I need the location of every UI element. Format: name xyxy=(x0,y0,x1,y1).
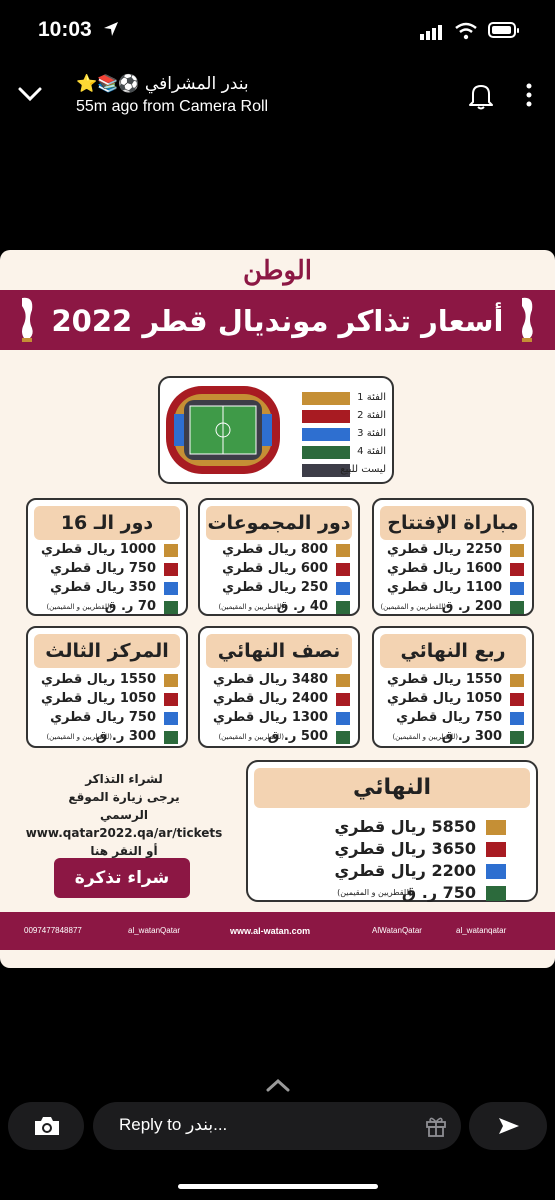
price-cat2: 1600 ريال قطري xyxy=(387,561,502,576)
trophy-icon xyxy=(522,297,533,342)
price-card-semifinal: نصف النهائي 3480 ريال قطري 2400 ريال قطر… xyxy=(198,626,360,748)
card-title: النهائي xyxy=(254,768,530,808)
price-cat1: 1550 ريال قطري xyxy=(387,672,502,687)
price-cat2: 750 ريال قطري xyxy=(50,561,156,576)
home-indicator xyxy=(178,1184,378,1189)
price-cat1: 3480 ريال قطري xyxy=(213,672,328,687)
price-cat4: 750 ر. ق xyxy=(401,883,476,902)
price-cat1: 2250 ريال قطري xyxy=(387,542,502,557)
price-cat1: 800 ريال قطري xyxy=(222,542,328,557)
tickets-url[interactable]: www.qatar2022.qa/ar/tickets xyxy=(25,826,223,840)
reply-input[interactable]: Reply to بندر... xyxy=(93,1102,461,1150)
price-card-final: النهائي 5850 ريال قطري 3650 ريال قطري 22… xyxy=(246,760,538,902)
twitter-handle: al_watanQatar xyxy=(128,926,181,935)
bell-icon[interactable] xyxy=(468,82,494,110)
price-card-third-place: المركز الثالث 1550 ريال قطري 1050 ريال ق… xyxy=(26,626,188,748)
legend-swatch-5 xyxy=(302,464,350,477)
residents-note: (للقطريين و المقيمين) xyxy=(392,733,458,741)
buy-line: يرجى زيارة الموقع xyxy=(68,790,180,804)
card-title: ربع النهائي xyxy=(380,634,526,668)
buy-line: لشراء التذاكر xyxy=(85,772,163,786)
residents-note: (للقطريين و المقيمين) xyxy=(46,733,112,741)
residents-note: (للقطريين و المقيمين) xyxy=(46,603,112,611)
price-cat2: 3650 ريال قطري xyxy=(334,839,476,858)
send-arrow-icon xyxy=(499,1118,519,1134)
price-cat4: 300 ر. ق xyxy=(441,729,502,744)
poster-title: أسعار تذاكر مونديال قطر 2022 xyxy=(51,304,504,338)
story-author-name[interactable]: بندر المشرافي ⚽📚⭐ xyxy=(76,74,249,94)
more-vertical-icon[interactable] xyxy=(524,82,534,108)
website: www.al-watan.com xyxy=(230,926,311,936)
price-cat2: 1050 ريال قطري xyxy=(387,691,502,706)
chevron-down-icon[interactable] xyxy=(16,84,44,104)
residents-note: (للقطريين و المقيمين) xyxy=(218,733,284,741)
gift-icon[interactable] xyxy=(425,1114,447,1138)
buy-instructions: لشراء التذاكر يرجى زيارة الموقع الرسمي w… xyxy=(20,770,228,860)
price-cat3: 250 ريال قطري xyxy=(222,580,328,595)
buy-ticket-button[interactable]: شراء تذكرة xyxy=(54,858,190,898)
story-timestamp: 55m ago from Camera Roll xyxy=(76,98,269,115)
camera-icon xyxy=(35,1117,59,1135)
price-card-groups: دور المجموعات 800 ريال قطري 600 ريال قطر… xyxy=(198,498,360,616)
card-title: دور الـ 16 xyxy=(34,506,180,540)
send-button[interactable] xyxy=(469,1102,547,1150)
legend-label: ليست للبيع xyxy=(340,464,386,475)
price-cat3: 750 ريال قطري xyxy=(50,710,156,725)
price-cat1: 1550 ريال قطري xyxy=(41,672,156,687)
cellular-signal-icon xyxy=(420,25,442,40)
price-cat4: 200 ر. ق xyxy=(441,599,502,614)
trophy-icon xyxy=(22,297,33,342)
instagram-handle: al_watanqatar xyxy=(456,926,507,935)
legend-label: الفئة 4 xyxy=(357,446,386,457)
price-card-opening: مباراة الإفتتاح 2250 ريال قطري 1600 ريال… xyxy=(372,498,534,616)
buy-line: أو النقر هنا xyxy=(90,844,158,858)
stadium-map xyxy=(166,386,280,474)
price-cat2: 600 ريال قطري xyxy=(222,561,328,576)
legend-swatch-4 xyxy=(302,446,350,459)
status-time: 10:03 xyxy=(38,18,92,41)
price-cat4: 500 ر. ق xyxy=(267,729,328,744)
card-title: المركز الثالث xyxy=(34,634,180,668)
title-banner xyxy=(0,290,555,350)
price-cat2: 1050 ريال قطري xyxy=(41,691,156,706)
price-cat3: 1100 ريال قطري xyxy=(387,580,502,595)
card-title: نصف النهائي xyxy=(206,634,352,668)
story-image: الوطن أسعار تذاكر مونديال قطر 2022 الفئة… xyxy=(0,250,555,968)
residents-note: (للقطريين و المقيمين) xyxy=(218,603,284,611)
reply-placeholder: Reply to بندر... xyxy=(119,1115,228,1134)
legend-swatch-1 xyxy=(302,392,350,405)
card-title: دور المجموعات xyxy=(206,506,352,540)
price-cat3: 350 ريال قطري xyxy=(50,580,156,595)
price-cat4: 300 ر. ق xyxy=(95,729,156,744)
legend-label: الفئة 2 xyxy=(357,410,386,421)
legend-label: الفئة 1 xyxy=(357,392,386,403)
card-title: مباراة الإفتتاح xyxy=(380,506,526,540)
poster-footer: 0097477848877 al_watanQatar www.al-watan… xyxy=(0,912,555,950)
price-card-round16: دور الـ 16 1000 ريال قطري 750 ريال قطري … xyxy=(26,498,188,616)
battery-icon xyxy=(488,22,519,38)
stadium-legend-box: الفئة 1 الفئة 2 الفئة 3 الفئة 4 ليست للب… xyxy=(158,376,394,484)
chevron-up-icon[interactable] xyxy=(264,1078,292,1092)
legend-swatch-2 xyxy=(302,410,350,423)
price-cat1: 5850 ريال قطري xyxy=(334,817,476,836)
wifi-icon xyxy=(455,22,477,40)
phone-number: 0097477848877 xyxy=(24,926,82,935)
newspaper-logo: الوطن xyxy=(242,256,313,286)
facebook-handle: AlWatanQatar xyxy=(372,926,422,935)
price-cat2: 2400 ريال قطري xyxy=(213,691,328,706)
residents-note: (للقطريين و المقيمين) xyxy=(337,888,412,897)
legend-label: الفئة 3 xyxy=(357,428,386,439)
price-cat4: 70 ر. ق xyxy=(104,599,156,614)
price-cat3: 1300 ريال قطري xyxy=(213,710,328,725)
price-cat4: 40 ر. ق xyxy=(276,599,328,614)
buy-line: الرسمي xyxy=(99,808,149,822)
price-card-quarterfinal: ربع النهائي 1550 ريال قطري 1050 ريال قطر… xyxy=(372,626,534,748)
price-cat3: 750 ريال قطري xyxy=(396,710,502,725)
price-cat3: 2200 ريال قطري xyxy=(334,861,476,880)
location-arrow-icon xyxy=(104,22,118,36)
residents-note: (للقطريين و المقيمين) xyxy=(380,603,446,611)
camera-button[interactable] xyxy=(8,1102,84,1150)
price-cat1: 1000 ريال قطري xyxy=(41,542,156,557)
legend-swatch-3 xyxy=(302,428,350,441)
